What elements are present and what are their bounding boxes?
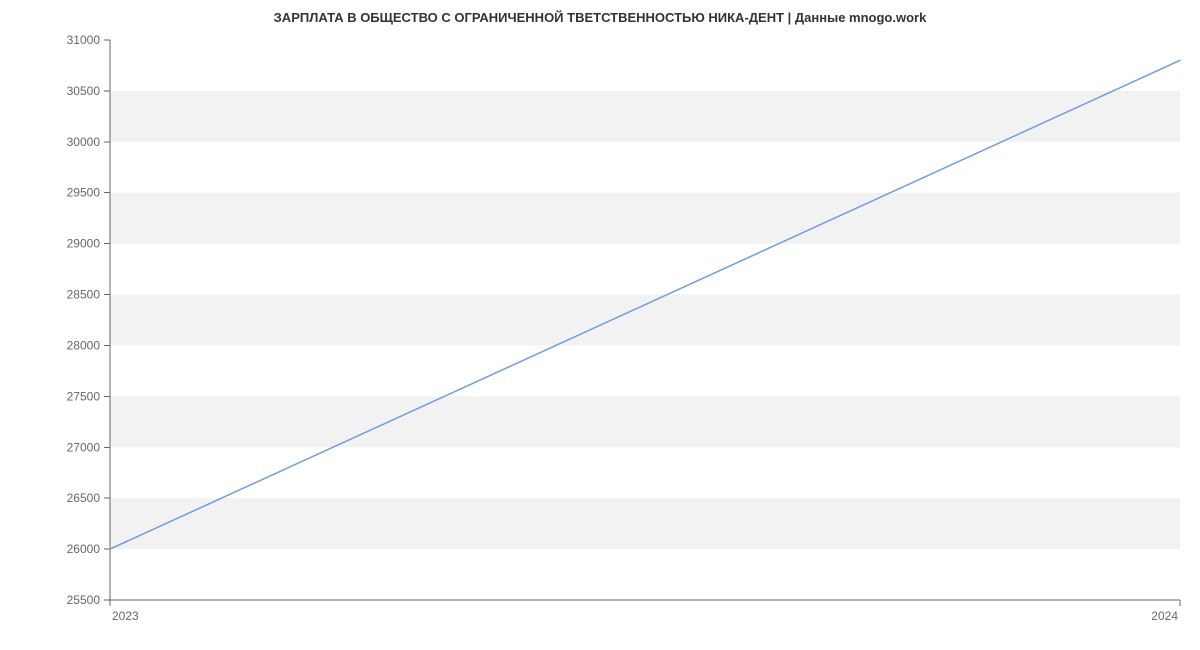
y-tick-label: 25500	[67, 593, 101, 607]
y-tick-label: 27000	[67, 440, 101, 454]
y-tick-label: 30000	[67, 135, 101, 149]
y-tick-label: 27500	[67, 389, 101, 403]
grid-stripe	[110, 295, 1180, 346]
grid-stripe	[110, 396, 1180, 447]
salary-line-chart: 25500 26000 26500 27000 27500 28000 28500 29000…	[0, 0, 1200, 650]
y-tick-label: 26500	[67, 491, 101, 505]
y-tick-label: 26000	[67, 542, 101, 556]
x-tick-label: 2023	[112, 609, 139, 623]
x-tick-label: 2024	[1151, 609, 1178, 623]
grid-stripe	[110, 193, 1180, 244]
y-tick-label: 28500	[67, 288, 101, 302]
y-tick-label: 29500	[67, 186, 101, 200]
y-tick-label: 28000	[67, 338, 101, 352]
grid-stripe	[110, 498, 1180, 549]
y-tick-label: 30500	[67, 84, 101, 98]
y-tick-label: 31000	[67, 33, 101, 47]
chart-title: ЗАРПЛАТА В ОБЩЕСТВО С ОГРАНИЧЕННОЙ ТВЕТС…	[274, 10, 927, 25]
y-tick-label: 29000	[67, 237, 101, 251]
